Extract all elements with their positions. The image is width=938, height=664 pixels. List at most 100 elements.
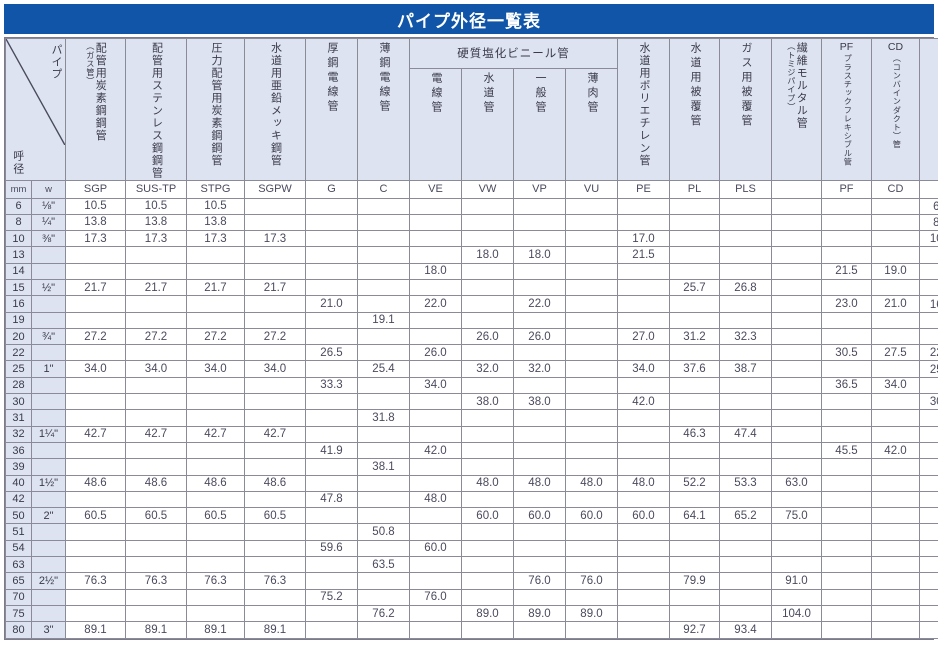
cell-g: 41.9	[306, 442, 358, 458]
cell-pe	[618, 459, 670, 475]
cell-tomiji: 104.0	[772, 605, 822, 621]
cell-c	[358, 377, 410, 393]
column-code-c: C	[358, 180, 410, 198]
cell-tomiji	[772, 540, 822, 556]
cell-stpg: 48.6	[187, 475, 245, 491]
header-pls: ガス用被覆管	[720, 39, 772, 181]
table-row: 39 38.1	[6, 459, 938, 475]
header-vp-label: 一般管	[533, 72, 546, 116]
cell-cd	[872, 231, 920, 247]
cell-pe	[618, 312, 670, 328]
cell-mm: 70	[6, 589, 32, 605]
cell-d	[920, 247, 938, 263]
cell-vp	[514, 263, 566, 279]
cell-vp	[514, 540, 566, 556]
cell-vu	[566, 312, 618, 328]
header-stpg-label: 圧力配管用炭素鋼鋼管	[209, 42, 222, 167]
cell-c	[358, 540, 410, 556]
cell-mm: 6	[6, 198, 32, 214]
cell-vp	[514, 410, 566, 426]
cell-mm: 39	[6, 459, 32, 475]
cell-c: 25.4	[358, 361, 410, 377]
cell-pf	[822, 328, 872, 344]
table-row: 6⅛"10.510.510.56.1+0.2	[6, 198, 938, 214]
cell-pls	[720, 589, 772, 605]
cell-pl: 25.7	[670, 279, 720, 295]
cell-vp: 89.0	[514, 605, 566, 621]
cell-sgp	[66, 442, 126, 458]
cell-vw	[462, 589, 514, 605]
cell-pl: 64.1	[670, 508, 720, 524]
cell-ve	[410, 394, 462, 410]
column-code-cd: CD	[872, 180, 920, 198]
cell-pl	[670, 557, 720, 573]
cell-inch: ⅜"	[32, 231, 66, 247]
cell-sustp	[126, 459, 187, 475]
header-tomiji-sublabel: （トミジパイプ）	[786, 42, 795, 111]
cell-tomiji	[772, 296, 822, 312]
cell-pl	[670, 459, 720, 475]
cell-g	[306, 475, 358, 491]
cell-vp	[514, 377, 566, 393]
cell-pls	[720, 605, 772, 621]
cell-pl: 52.2	[670, 475, 720, 491]
header-vu: 薄肉管	[566, 68, 618, 180]
header-pvc-group: 硬質塩化ビニール管	[410, 39, 618, 69]
cell-pe	[618, 491, 670, 507]
cell-g	[306, 508, 358, 524]
cell-stpg: 60.5	[187, 508, 245, 524]
cell-c: 38.1	[358, 459, 410, 475]
cell-vw: 18.0	[462, 247, 514, 263]
cell-cd: 21.0	[872, 296, 920, 312]
cell-inch	[32, 394, 66, 410]
cell-pf: 21.5	[822, 263, 872, 279]
cell-sgpw	[245, 491, 306, 507]
cell-pls	[720, 312, 772, 328]
header-d: 制御用ボタンスイッチ	[920, 39, 938, 181]
header-pe-label: 水道用ポリエチレン管	[637, 42, 650, 167]
cell-pl	[670, 296, 720, 312]
cell-pe: 34.0	[618, 361, 670, 377]
cell-ve: 76.0	[410, 589, 462, 605]
cell-vu	[566, 622, 618, 638]
cell-vu	[566, 426, 618, 442]
cell-sgp	[66, 296, 126, 312]
cell-cd: 27.5	[872, 345, 920, 361]
cell-sustp	[126, 557, 187, 573]
cell-pl	[670, 198, 720, 214]
cell-pe: 27.0	[618, 328, 670, 344]
cell-mm: 32	[6, 426, 32, 442]
cell-c	[358, 589, 410, 605]
cell-pf	[822, 491, 872, 507]
cell-pe	[618, 426, 670, 442]
table-container: 呼径 パイプ 配管用炭素鋼鋼管 （ガス管） 配管用ステンレス鋼鋼管 圧力配管用炭…	[4, 37, 934, 640]
cell-sustp: 48.6	[126, 475, 187, 491]
cell-tomiji	[772, 279, 822, 295]
cell-pls: 93.4	[720, 622, 772, 638]
header-cd-sublabel: （コンバインダクト）管	[891, 54, 900, 149]
cell-ve	[410, 605, 462, 621]
cell-stpg: 17.3	[187, 231, 245, 247]
cell-inch: 2½"	[32, 573, 66, 589]
cell-stpg	[187, 442, 245, 458]
cell-pf	[822, 426, 872, 442]
cell-pe: 60.0	[618, 508, 670, 524]
cell-sgpw: 34.0	[245, 361, 306, 377]
cell-c	[358, 573, 410, 589]
column-code-sgpw: SGPW	[245, 180, 306, 198]
header-vp: 一般管	[514, 68, 566, 180]
cell-mm: 80	[6, 622, 32, 638]
cell-d	[920, 605, 938, 621]
cell-pls	[720, 573, 772, 589]
cell-sgpw: 48.6	[245, 475, 306, 491]
cell-inch	[32, 247, 66, 263]
cell-d: 25.5+0.4	[920, 361, 938, 377]
header-pf: PF プラスチックフレキシブル管	[822, 39, 872, 181]
cell-pl	[670, 540, 720, 556]
cell-mm: 19	[6, 312, 32, 328]
cell-sgp	[66, 459, 126, 475]
cell-vp: 60.0	[514, 508, 566, 524]
cell-pl	[670, 394, 720, 410]
